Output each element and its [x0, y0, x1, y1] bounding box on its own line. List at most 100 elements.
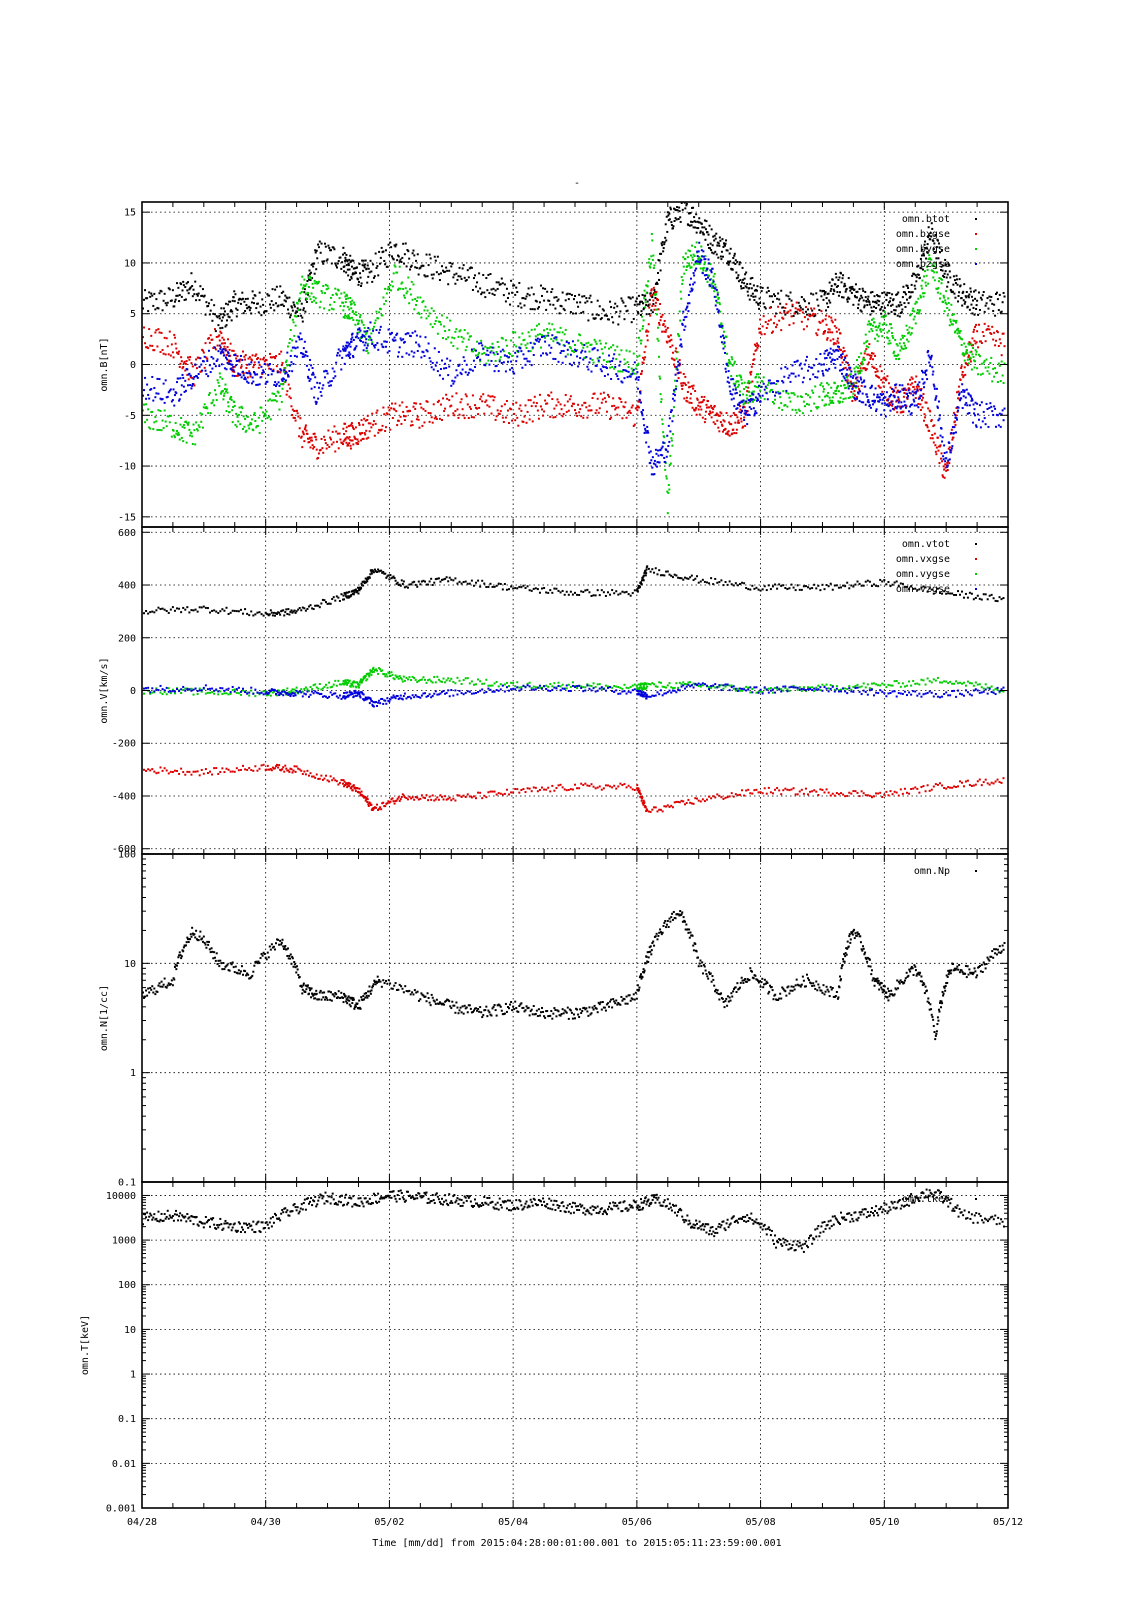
- point-omn.btot: [303, 291, 306, 294]
- point-omn.bzgse: [235, 364, 238, 367]
- point-omn.bxgse: [289, 397, 292, 400]
- point-omn.bzgse: [693, 281, 696, 284]
- point-omn.btot: [783, 310, 786, 313]
- point-omn.btot: [708, 246, 711, 249]
- point-omn.bxgse: [348, 436, 351, 439]
- point-omn.bxgse: [309, 446, 312, 449]
- point-omn.btot: [925, 247, 928, 250]
- point-omn.bxgse: [353, 435, 356, 438]
- point-omn.bygse: [223, 387, 226, 390]
- point-omn.bzgse: [669, 430, 672, 433]
- point-omn.btot: [659, 252, 662, 255]
- point-omn.bzgse: [921, 378, 924, 381]
- point-omn.bzgse: [201, 369, 204, 372]
- point-omn.bygse: [370, 332, 373, 335]
- point-omn.bzgse: [264, 382, 267, 385]
- point-omn.bxgse: [484, 400, 487, 403]
- point-omn.bxgse: [349, 439, 352, 442]
- point-omn.bxgse: [767, 319, 770, 322]
- point-omn.bxgse: [884, 377, 887, 380]
- point-omn.btot: [362, 269, 365, 272]
- point-omn.bxgse: [350, 423, 353, 426]
- point-omn.bygse: [933, 271, 936, 274]
- point-omn.bzgse: [443, 367, 446, 370]
- point-omn.btot: [292, 301, 295, 304]
- point-omn.bxgse: [351, 426, 354, 429]
- point-omn.bxgse: [414, 407, 417, 410]
- point-omn.bzgse: [979, 426, 982, 429]
- point-omn.bygse: [938, 277, 941, 280]
- point-omn.bzgse: [410, 350, 413, 353]
- point-omn.bzgse: [945, 451, 948, 454]
- point-omn.btot: [481, 291, 484, 294]
- point-omn.bygse: [959, 330, 962, 333]
- point-omn.bxgse: [705, 406, 708, 409]
- point-omn.bygse: [907, 332, 910, 335]
- point-omn.bzgse: [407, 332, 410, 335]
- point-omn.btot: [638, 303, 641, 306]
- point-omn.bzgse: [432, 368, 435, 371]
- point-omn.bzgse: [973, 408, 976, 411]
- point-omn.bxgse: [428, 420, 431, 423]
- point-omn.bygse: [714, 283, 717, 286]
- point-omn.bygse: [846, 376, 849, 379]
- point-omn.bygse: [697, 257, 700, 260]
- point-omn.bzgse: [741, 400, 744, 403]
- point-omn.bxgse: [961, 373, 964, 376]
- point-omn.bzgse: [708, 283, 711, 286]
- point-omn.bygse: [721, 326, 724, 329]
- point-omn.bxgse: [615, 406, 618, 409]
- point-omn.btot: [433, 255, 436, 258]
- point-omn.bzgse: [378, 328, 381, 331]
- point-omn.btot: [679, 216, 682, 219]
- point-omn.btot: [745, 271, 748, 274]
- point-omn.btot: [741, 281, 744, 284]
- point-omn.btot: [559, 304, 562, 307]
- point-omn.bygse: [551, 323, 554, 326]
- point-omn.bzgse: [640, 410, 643, 413]
- point-omn.bzgse: [879, 398, 882, 401]
- point-omn.bxgse: [819, 321, 822, 324]
- point-omn.bygse: [290, 349, 293, 352]
- point-omn.bzgse: [689, 277, 692, 280]
- point-omn.bzgse: [439, 368, 442, 371]
- point-omn.bxgse: [555, 404, 558, 407]
- point-omn.btot: [228, 300, 231, 303]
- point-omn.bxgse: [634, 407, 637, 410]
- point-omn.bzgse: [891, 387, 894, 390]
- point-omn.btot: [688, 224, 691, 227]
- point-omn.btot: [937, 257, 940, 260]
- point-omn.btot: [400, 261, 403, 264]
- point-omn.bygse: [903, 334, 906, 337]
- point-omn.bygse: [849, 396, 852, 399]
- point-omn.bzgse: [670, 409, 673, 412]
- point-omn.bygse: [583, 356, 586, 359]
- point-omn.bzgse: [837, 349, 840, 352]
- point-omn.btot: [792, 315, 795, 318]
- point-omn.btot: [323, 242, 326, 245]
- point-omn.bzgse: [822, 363, 825, 366]
- point-omn.btot: [383, 259, 386, 262]
- point-omn.bzgse: [274, 385, 277, 388]
- point-omn.bxgse: [353, 436, 356, 439]
- point-omn.btot: [803, 300, 806, 303]
- point-omn.bxgse: [213, 328, 216, 331]
- point-omn.bzgse: [682, 318, 685, 321]
- point-omn.bxgse: [247, 357, 250, 360]
- point-omn.bzgse: [499, 350, 502, 353]
- point-omn.bygse: [368, 328, 371, 331]
- point-omn.bzgse: [248, 372, 251, 375]
- point-omn.bygse: [854, 381, 857, 384]
- point-omn.bxgse: [565, 410, 568, 413]
- point-omn.btot: [252, 302, 255, 305]
- point-omn.bxgse: [178, 350, 181, 353]
- point-omn.bxgse: [955, 407, 958, 410]
- point-omn.bygse: [146, 418, 149, 421]
- point-omn.bzgse: [521, 366, 524, 369]
- point-omn.bygse: [363, 326, 366, 329]
- point-omn.btot: [353, 267, 356, 270]
- point-omn.btot: [895, 293, 898, 296]
- point-omn.bzgse: [655, 465, 658, 468]
- point-omn.bygse: [612, 344, 615, 347]
- point-omn.bygse: [888, 323, 891, 326]
